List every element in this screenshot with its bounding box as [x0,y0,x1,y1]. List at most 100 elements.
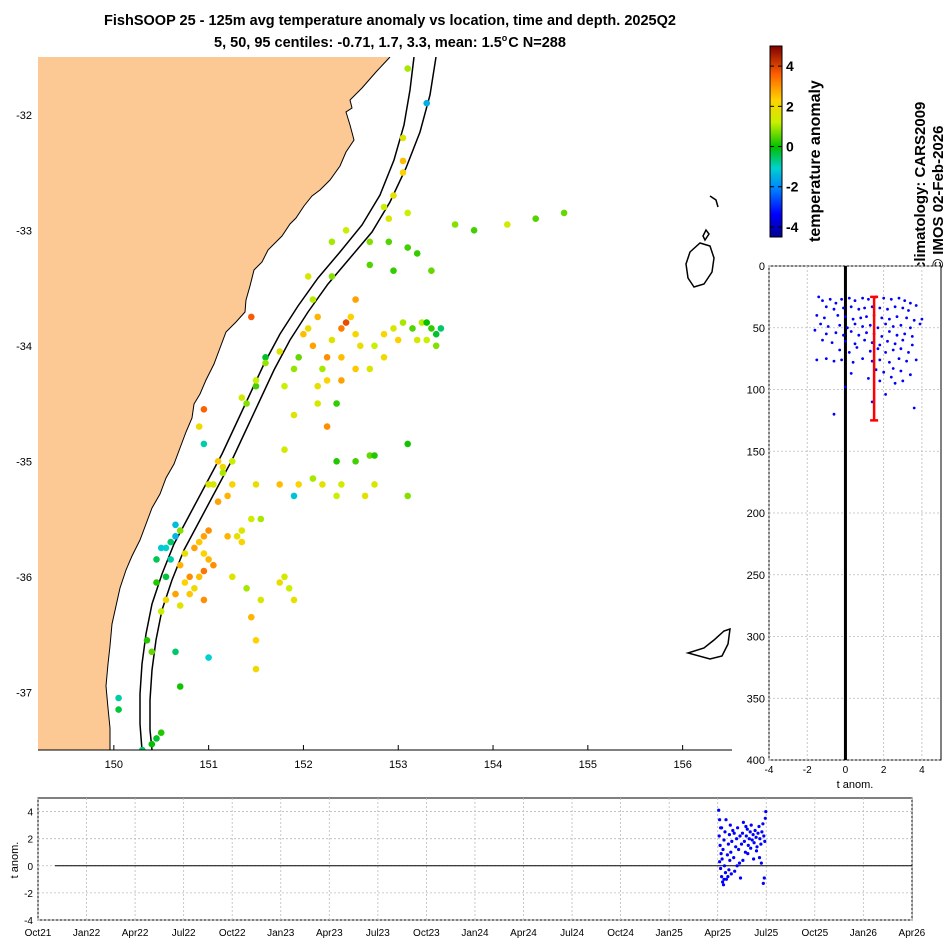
map-point [238,527,246,534]
map-x-ticklabel: 154 [484,759,502,771]
depth-point [857,333,861,337]
map-point [357,342,364,350]
map-point [352,330,359,338]
chart-title: FishSOOP 25 - 125m avg temperature anoma… [104,13,676,29]
map-point [309,342,317,350]
timeseries-point [721,883,726,887]
timeseries-point [720,857,724,861]
timeseries-point [756,831,760,835]
depth-point [865,315,868,318]
depth-xlabel: t anom. [837,779,874,791]
depth-point [912,406,916,410]
map-point [380,203,388,211]
timeseries-point [726,842,731,846]
timeseries-point [720,875,724,879]
depth-point [838,348,842,352]
depth-point [824,332,828,336]
timeseries-point [721,847,725,852]
map-point [181,550,189,557]
map-point [390,267,397,275]
map-point [276,348,284,355]
timeseries-x-ticklabel: Oct24 [607,928,634,939]
timeseries-point [717,808,721,812]
map-point [115,706,122,713]
map-point [304,325,312,332]
timeseries-point [735,864,739,868]
map-point [233,533,241,540]
depth-y-ticklabel: 300 [747,632,765,644]
depth-point [899,347,903,351]
map-point [300,330,307,338]
map-point [352,365,359,373]
colorbar-ticklabel: 2 [786,98,794,114]
map-point [371,481,378,488]
timeseries-point [755,845,759,849]
depth-point [849,330,853,333]
map-point [323,354,331,361]
depth-point [882,296,886,300]
map-points-group [115,65,568,750]
map-point [347,313,355,321]
depth-point [889,297,893,301]
depth-y-ticklabel: 200 [747,508,765,520]
map-point [172,590,179,598]
depth-point [834,331,838,335]
depth-point [815,314,819,317]
timeseries-point [745,827,749,831]
depth-point [847,296,851,300]
depth-point [884,322,887,326]
depth-point [878,343,882,347]
timeseries-point [722,877,726,881]
map-point [304,273,312,280]
map-point [143,637,151,644]
map-point [172,533,179,540]
timeseries-point [758,837,762,841]
map-point [423,99,431,107]
map-point [238,394,246,402]
timeseries-point [754,835,758,839]
timeseries-point [741,820,746,825]
map-point [148,648,156,656]
depth-point [907,351,910,354]
timeseries-point [764,810,768,814]
timeseries-point [724,877,729,881]
depth-point [834,301,838,305]
map-point [167,556,174,563]
depth-point [840,358,843,362]
timeseries-x-ticklabel: Jul22 [172,928,196,939]
timeseries-x-ticklabel: Jan24 [461,928,489,939]
map-point [366,238,374,246]
depth-point [903,299,907,302]
map-point [172,521,179,529]
map-point [200,533,208,540]
timeseries-point [762,876,766,880]
timeseries-x-ticklabel: Oct22 [219,928,246,939]
depth-point [861,325,864,328]
depth-point [918,322,922,326]
depth-point [888,360,891,364]
timeseries-point [746,843,750,848]
depth-point [912,318,916,322]
depth-point [910,335,914,338]
map-point [399,319,407,326]
map-point [328,238,336,246]
depth-point [853,322,857,326]
timeseries-point [719,866,723,871]
timeseries-point [738,834,742,838]
depth-point [823,316,826,320]
map-point [252,377,260,384]
map-x-ticklabel: 150 [105,759,123,771]
map-point [229,458,236,465]
map-point [409,325,416,332]
map-point [276,481,284,488]
depth-point [844,339,847,343]
degree-superscript: o [501,33,508,43]
depth-y-ticklabel: 350 [747,693,765,705]
island-south [685,627,731,660]
depth-point [888,317,891,321]
map-point [262,354,269,361]
depth-point [861,357,864,360]
map-point [319,481,326,488]
depth-point [857,307,861,311]
